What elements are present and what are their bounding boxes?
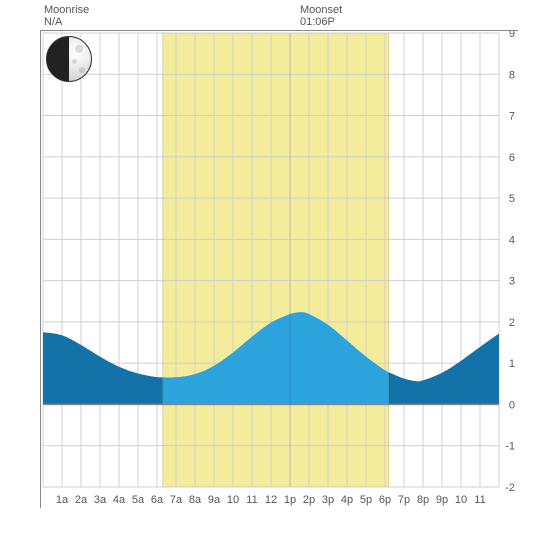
- y-tick-label: 9: [509, 31, 515, 40]
- x-tick-label: 7a: [170, 494, 183, 506]
- x-tick-label: 11: [246, 494, 257, 506]
- x-tick-label: 11: [474, 494, 485, 506]
- y-tick-label: 8: [509, 69, 515, 81]
- y-tick-label: 4: [509, 234, 515, 246]
- x-tick-label: 5p: [360, 494, 372, 506]
- x-tick-label: 10: [455, 494, 467, 506]
- y-tick-label: 0: [509, 399, 515, 411]
- moonset-label: Moonset: [300, 4, 342, 16]
- moonset-value: 01:06P: [300, 16, 342, 28]
- tide-chart-svg: 1a2a3a4a5a6a7a8a9a1011121p2p3p4p5p6p7p8p…: [41, 31, 519, 509]
- y-tick-label: 1: [509, 358, 515, 370]
- x-tick-label: 8p: [417, 494, 429, 506]
- y-tick-label: -2: [505, 482, 515, 494]
- y-tick-label: -1: [505, 441, 515, 453]
- x-tick-label: 7p: [398, 494, 410, 506]
- x-tick-label: 1a: [56, 494, 69, 506]
- moon-lit-half: [69, 37, 91, 81]
- x-tick-label: 6a: [151, 494, 164, 506]
- x-tick-label: 4a: [113, 494, 126, 506]
- moonset-block: Moonset 01:06P: [300, 4, 342, 28]
- chart-plot-area: 1a2a3a4a5a6a7a8a9a1011121p2p3p4p5p6p7p8p…: [40, 30, 518, 508]
- x-tick-label: 5a: [132, 494, 145, 506]
- x-tick-label: 2a: [75, 494, 88, 506]
- y-tick-label: 7: [509, 111, 515, 123]
- x-tick-label: 12: [265, 494, 277, 506]
- y-tick-label: 2: [509, 317, 515, 329]
- y-tick-label: 6: [509, 152, 515, 164]
- x-tick-label: 10: [227, 494, 239, 506]
- x-tick-label: 8a: [189, 494, 202, 506]
- x-tick-label: 1p: [284, 494, 296, 506]
- x-tick-label: 9a: [208, 494, 221, 506]
- x-tick-label: 6p: [379, 494, 391, 506]
- y-tick-label: 3: [509, 276, 515, 288]
- moonrise-label: Moonrise: [44, 4, 89, 16]
- x-tick-label: 3a: [94, 494, 107, 506]
- moon-phase-icon: [46, 36, 92, 82]
- x-tick-label: 3p: [322, 494, 334, 506]
- tide-chart-container: Moonrise N/A Moonset 01:06P 1a 2a 3a 4a 5a 6a…: [0, 0, 550, 550]
- x-tick-label: 4p: [341, 494, 353, 506]
- y-tick-label: 5: [509, 193, 515, 205]
- moonrise-value: N/A: [44, 16, 89, 28]
- x-tick-label: 2p: [303, 494, 315, 506]
- daylight-band: [163, 33, 389, 487]
- moonrise-block: Moonrise N/A: [44, 4, 89, 28]
- x-tick-label: 9p: [436, 494, 448, 506]
